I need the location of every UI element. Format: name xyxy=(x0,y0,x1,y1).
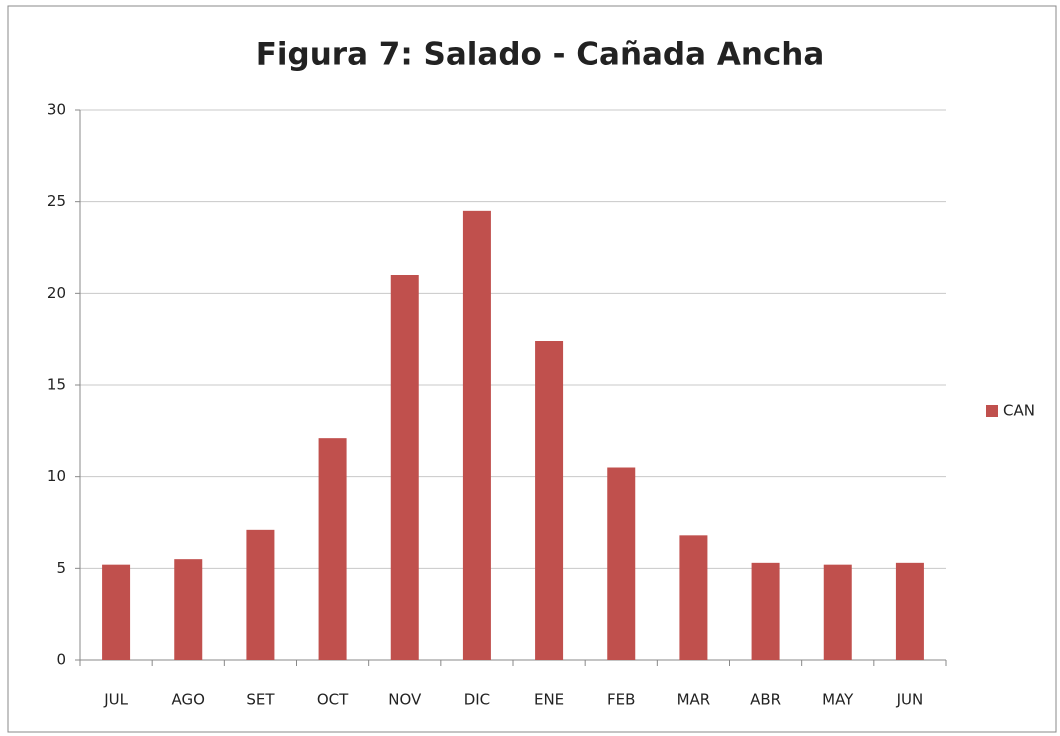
x-tick-label: NOV xyxy=(388,691,422,709)
legend-label: CAN xyxy=(1003,402,1035,420)
x-tick-label: OCT xyxy=(317,691,349,709)
bar xyxy=(462,210,491,661)
chart-title: Figura 7: Salado - Cañada Ancha xyxy=(256,37,825,73)
bar xyxy=(679,535,708,660)
x-tick-label: MAR xyxy=(677,691,711,709)
y-tick-label: 10 xyxy=(47,467,66,485)
bar xyxy=(174,559,203,660)
y-tick-label: 25 xyxy=(47,192,66,210)
x-tick-label: FEB xyxy=(607,691,635,709)
x-tick-label: JUL xyxy=(103,691,128,709)
bar xyxy=(895,562,924,660)
x-tick-label: ENE xyxy=(534,691,564,709)
bar xyxy=(607,467,636,660)
bar xyxy=(390,275,419,660)
bar xyxy=(318,438,347,660)
x-tick-label: DIC xyxy=(464,691,490,709)
y-tick-label: 20 xyxy=(47,284,66,302)
bar xyxy=(102,564,131,660)
legend-swatch xyxy=(986,405,998,417)
bar xyxy=(751,562,780,660)
x-tick-label: JUN xyxy=(896,691,924,709)
y-tick-label: 5 xyxy=(56,559,66,577)
x-tick-label: SET xyxy=(246,691,275,709)
bar xyxy=(823,564,852,660)
x-tick-label: MAY xyxy=(822,691,854,709)
y-tick-label: 30 xyxy=(47,101,66,119)
y-tick-label: 15 xyxy=(47,376,66,394)
bar xyxy=(246,529,275,660)
bar xyxy=(535,341,564,660)
x-tick-label: ABR xyxy=(750,691,781,709)
x-tick-label: AGO xyxy=(172,691,205,709)
y-tick-label: 0 xyxy=(56,651,66,669)
